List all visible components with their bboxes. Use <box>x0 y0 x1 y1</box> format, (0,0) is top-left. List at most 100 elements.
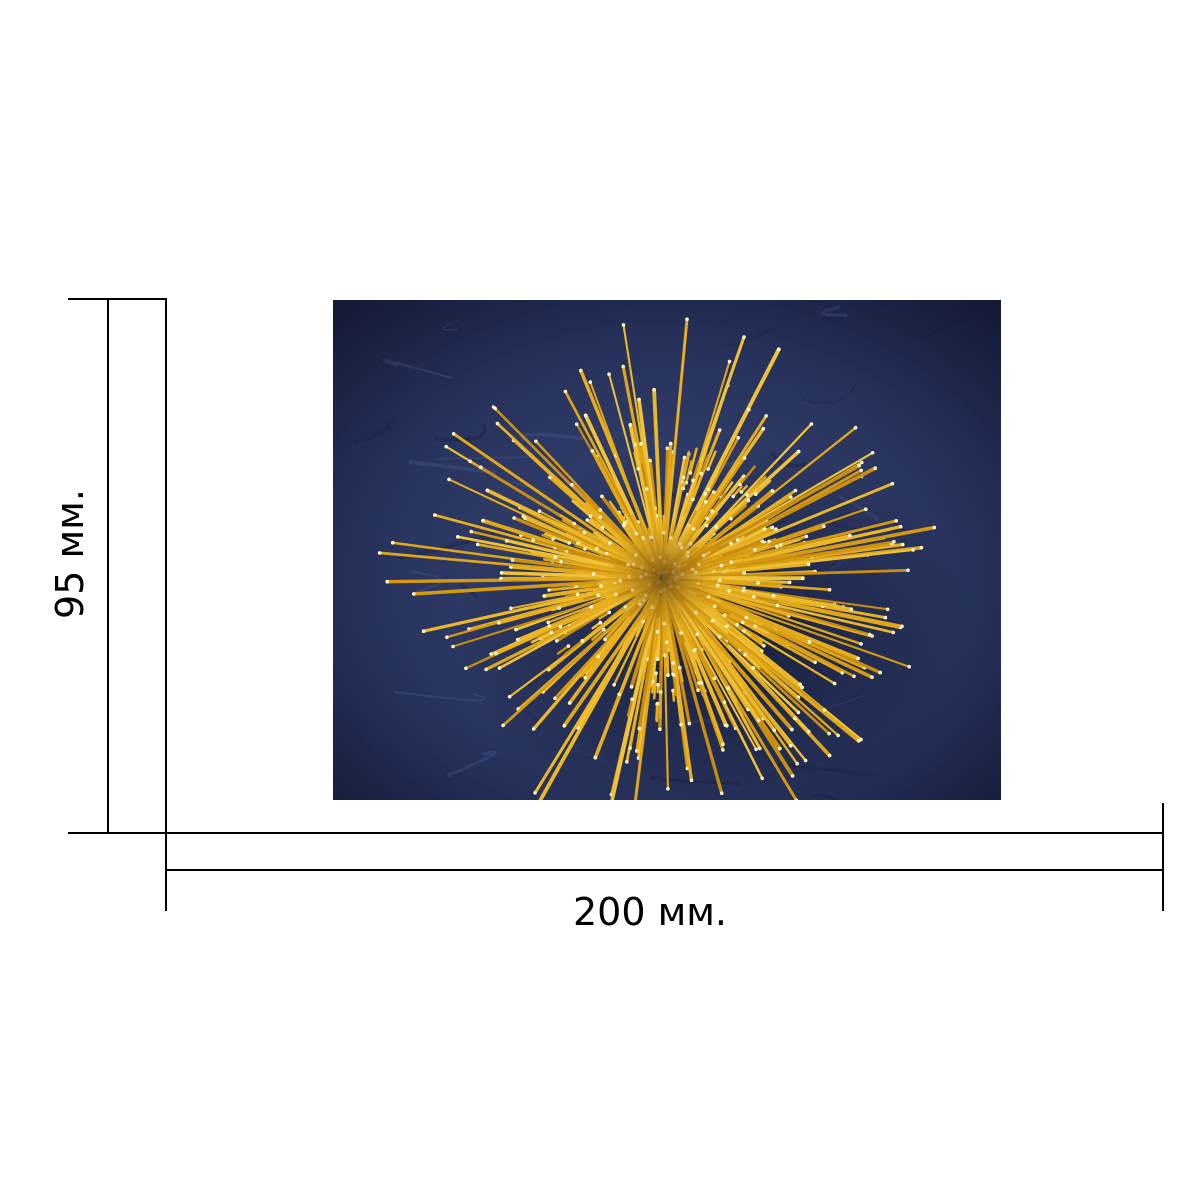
slate-streak <box>436 456 534 460</box>
slate-streak <box>352 420 393 445</box>
spaghetti-tip <box>699 471 704 476</box>
spaghetti-tip <box>898 524 903 529</box>
spaghetti-tip <box>637 726 642 731</box>
spaghetti-tip <box>754 747 758 752</box>
spaghetti-tip <box>775 544 779 549</box>
spaghetti-tip <box>687 721 692 726</box>
spaghetti-strand-short <box>700 454 710 475</box>
spaghetti-strand-short <box>665 641 669 660</box>
spaghetti-tip <box>735 623 739 627</box>
spaghetti-tip <box>533 791 537 795</box>
spaghetti-tip <box>703 491 707 496</box>
spaghetti-strand-short <box>745 616 763 627</box>
spaghetti-tip <box>484 667 488 672</box>
spaghetti-tip <box>682 455 687 460</box>
spaghetti-tip <box>567 701 572 705</box>
spaghetti-tip <box>628 746 632 750</box>
spaghetti-tip <box>787 580 792 585</box>
spaghetti-strand-short <box>640 462 648 491</box>
spaghetti-tip <box>745 493 749 497</box>
spaghetti-tip <box>806 562 811 567</box>
spaghetti-tip <box>900 624 904 629</box>
spaghetti-tip <box>546 620 550 625</box>
spaghetti-tip <box>706 467 710 471</box>
spaghetti-strand-short <box>697 681 705 697</box>
spaghetti-tip <box>727 359 732 364</box>
spaghetti-tip <box>795 761 799 766</box>
spaghetti-tip <box>762 527 767 531</box>
spaghetti-strand-short <box>707 470 719 491</box>
height-dimension-line-inner <box>165 298 167 834</box>
spaghetti-tip <box>725 624 729 629</box>
spaghetti-tip <box>856 656 860 661</box>
spaghetti-strand-short <box>725 625 740 636</box>
slate-streak <box>446 750 497 778</box>
spaghetti-tip <box>598 515 603 519</box>
spaghetti-tip <box>562 723 567 728</box>
spaghetti-strand-short <box>735 623 760 640</box>
spaghetti-tip <box>593 755 598 760</box>
spaghetti-strand-short <box>706 450 717 471</box>
spaghetti-strand-short <box>530 631 553 644</box>
spaghetti-tip <box>883 615 888 620</box>
spaghetti-tip <box>557 606 562 610</box>
spaghetti-tip <box>534 439 538 444</box>
spaghetti-tip <box>499 571 504 575</box>
spaghetti-strand-short <box>731 485 743 498</box>
spaghetti-tip <box>507 694 512 699</box>
spaghetti-tip <box>600 494 604 499</box>
spaghetti-tip <box>475 542 480 547</box>
slate-streak <box>382 359 452 380</box>
spaghetti-tip <box>764 414 768 418</box>
spaghetti-tip <box>664 640 669 645</box>
spaghetti-strand-short <box>571 499 592 518</box>
spaghetti-tip <box>547 624 552 628</box>
spaghetti-tip <box>712 490 716 494</box>
spaghetti-tip <box>558 624 563 629</box>
spaghetti-tip <box>656 682 660 687</box>
spaghetti-tip <box>712 676 717 681</box>
spaghetti-tip <box>852 674 856 679</box>
spaghetti-strand-short <box>583 594 600 601</box>
spaghetti-strand-short <box>692 511 705 531</box>
spaghetti-tip <box>798 682 802 687</box>
spaghetti-tip <box>756 581 760 585</box>
spaghetti-tip <box>596 654 600 659</box>
spaghetti-tip <box>385 579 389 584</box>
spaghetti-tip <box>433 513 437 517</box>
spaghetti-tip <box>827 753 832 758</box>
spaghetti-tip <box>464 666 468 671</box>
spaghetti-tip <box>718 634 722 639</box>
spaghetti-tip <box>604 551 609 556</box>
spaghetti-tip <box>740 620 745 625</box>
spaghetti-tip <box>900 542 905 547</box>
spaghetti-strand-short <box>610 693 621 715</box>
spaghetti-tip <box>767 539 771 544</box>
spaghetti-tip <box>794 798 799 800</box>
spaghetti-strand-short <box>626 698 634 717</box>
spaghetti-tip <box>771 594 776 598</box>
spaghetti-tip <box>588 380 593 384</box>
width-dimension-line-upper <box>165 832 1164 834</box>
spaghetti-tip <box>574 422 579 426</box>
spaghetti-tip <box>639 441 643 446</box>
spaghetti-tip <box>678 665 682 670</box>
spaghetti-tip <box>559 560 563 564</box>
spaghetti-tip <box>456 535 460 539</box>
spaghetti-strand-short <box>776 604 801 613</box>
spaghetti-tip <box>589 605 594 609</box>
spaghetti-tip <box>602 627 606 632</box>
spaghetti-tip <box>867 632 872 637</box>
spaghetti-tip <box>870 675 874 679</box>
spaghetti-strand-short <box>559 514 576 525</box>
spaghetti-tip <box>859 468 863 473</box>
spaghetti-tip <box>722 700 727 705</box>
slate-streak <box>433 423 487 442</box>
spaghetti-tip <box>595 546 599 551</box>
spaghetti-tip <box>494 651 498 656</box>
spaghetti-tip <box>599 584 603 588</box>
spaghetti-tip <box>885 607 890 612</box>
spaghetti-tip <box>793 716 797 721</box>
height-dimension-line-outer <box>107 298 109 834</box>
spaghetti-tip <box>625 760 629 764</box>
